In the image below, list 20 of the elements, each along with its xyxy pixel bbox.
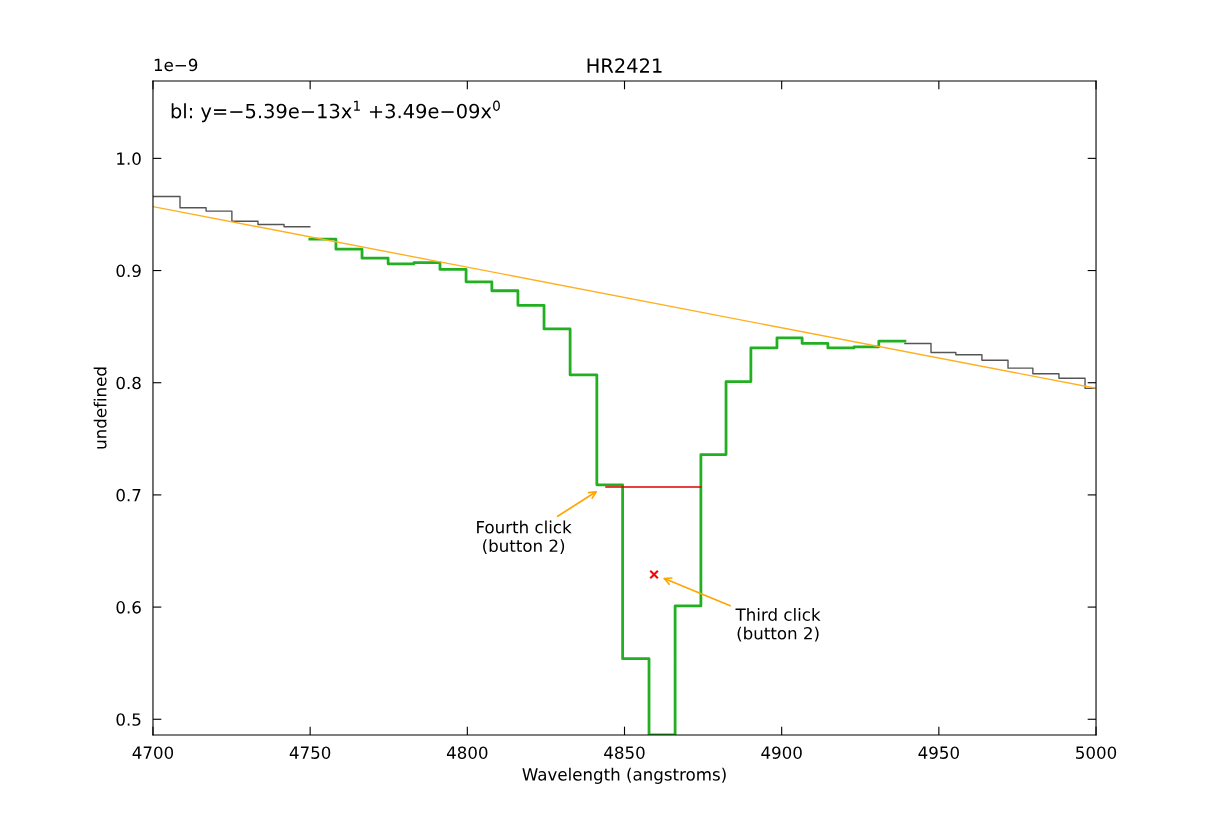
x-tick-label: 4900 xyxy=(761,746,802,759)
x-tick-label: 4850 xyxy=(604,746,645,759)
y-tick-label: 0.5 xyxy=(116,713,141,726)
y-tick-label: 0.8 xyxy=(116,376,141,390)
annotation: Fourth click (button 2) xyxy=(477,520,572,555)
y-tick-label: 0.7 xyxy=(116,488,141,502)
y-axis-title: undefined xyxy=(93,367,107,449)
chart-title: HR2421 xyxy=(587,58,662,73)
x-tick-label: 4750 xyxy=(289,746,331,759)
y-tick-label: 1.0 xyxy=(117,152,141,165)
x-axis-title: Wavelength (angstroms) xyxy=(522,767,726,784)
y-tick-label: 0.6 xyxy=(116,601,141,614)
annotation: bl: y=−5.39e−13x$^{1}$ +3.49e−09x$^{0}$ xyxy=(171,100,500,123)
text: 1e−9 xyxy=(154,58,198,72)
annotation: Third click (button 2) xyxy=(735,608,821,642)
y-tick-label: 0.9 xyxy=(116,264,141,278)
x-tick-label: 4700 xyxy=(132,746,174,759)
x-tick-label: 4800 xyxy=(446,746,488,759)
x-tick-label: 4950 xyxy=(918,746,959,759)
x-tick-label: 5000 xyxy=(1076,746,1117,759)
